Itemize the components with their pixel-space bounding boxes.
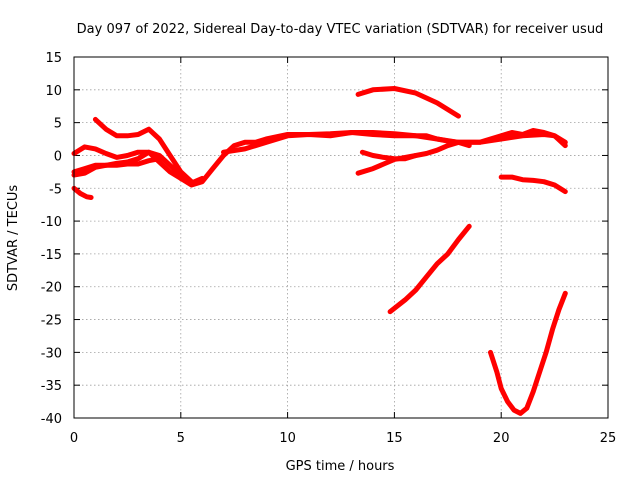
y-tick-label: -15 — [41, 248, 62, 263]
y-tick-label: -5 — [49, 182, 62, 197]
y-tick-label: 15 — [45, 51, 62, 66]
series-arc-4 — [71, 156, 162, 178]
tick-labels: 0 5 10 15 20 25 -40 -35 -30 -25 -20 -15 -10 -5 0 5 10 15 — [41, 51, 617, 446]
series-arc-1 — [71, 185, 94, 200]
series-arc-5 — [92, 116, 194, 185]
series-arc-11 — [498, 174, 568, 195]
x-tick-label: 0 — [70, 431, 78, 446]
x-tick-label: 20 — [493, 431, 510, 446]
y-tick-label: -25 — [41, 314, 62, 329]
y-tick-label: -30 — [41, 346, 62, 361]
series-arc-13 — [488, 290, 568, 416]
data-series — [71, 86, 568, 416]
x-axis-label: GPS time / hours — [286, 459, 395, 474]
x-tick-label: 10 — [279, 431, 296, 446]
chart-title: Day 097 of 2022, Sidereal Day-to-day VTE… — [77, 22, 604, 37]
y-tick-label: 0 — [54, 149, 62, 164]
y-axis-label: SDTVAR / TECUs — [6, 185, 21, 292]
x-tick-label: 25 — [600, 431, 617, 446]
y-tick-label: 5 — [54, 117, 62, 132]
y-tick-label: -40 — [41, 412, 62, 427]
y-tick-label: -35 — [41, 379, 62, 394]
y-tick-label: 10 — [45, 84, 62, 99]
series-arc-10 — [355, 153, 419, 176]
series-arc-9 — [355, 86, 461, 119]
x-tick-label: 15 — [386, 431, 403, 446]
series-arc-12 — [387, 223, 472, 315]
y-tick-label: -20 — [41, 281, 62, 296]
series-arc-7 — [221, 130, 472, 155]
y-tick-label: -10 — [41, 215, 62, 230]
plot-frame — [73, 56, 609, 419]
x-tick-label: 5 — [177, 431, 185, 446]
